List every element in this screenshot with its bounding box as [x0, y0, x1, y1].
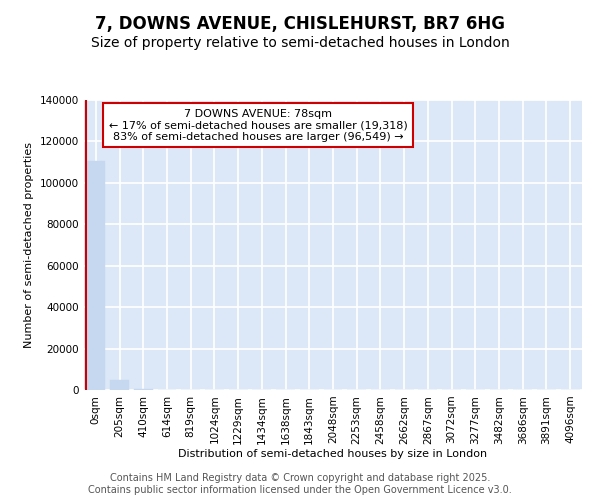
Text: 7, DOWNS AVENUE, CHISLEHURST, BR7 6HG: 7, DOWNS AVENUE, CHISLEHURST, BR7 6HG: [95, 15, 505, 33]
X-axis label: Distribution of semi-detached houses by size in London: Distribution of semi-detached houses by …: [178, 449, 488, 459]
Text: Contains HM Land Registry data © Crown copyright and database right 2025.
Contai: Contains HM Land Registry data © Crown c…: [88, 474, 512, 495]
Bar: [86, 161, 106, 390]
Y-axis label: Number of semi-detached properties: Number of semi-detached properties: [25, 142, 34, 348]
Text: Size of property relative to semi-detached houses in London: Size of property relative to semi-detach…: [91, 36, 509, 50]
Text: 7 DOWNS AVENUE: 78sqm
← 17% of semi-detached houses are smaller (19,318)
83% of : 7 DOWNS AVENUE: 78sqm ← 17% of semi-deta…: [109, 108, 407, 142]
Bar: [110, 380, 129, 390]
Bar: [134, 388, 153, 390]
